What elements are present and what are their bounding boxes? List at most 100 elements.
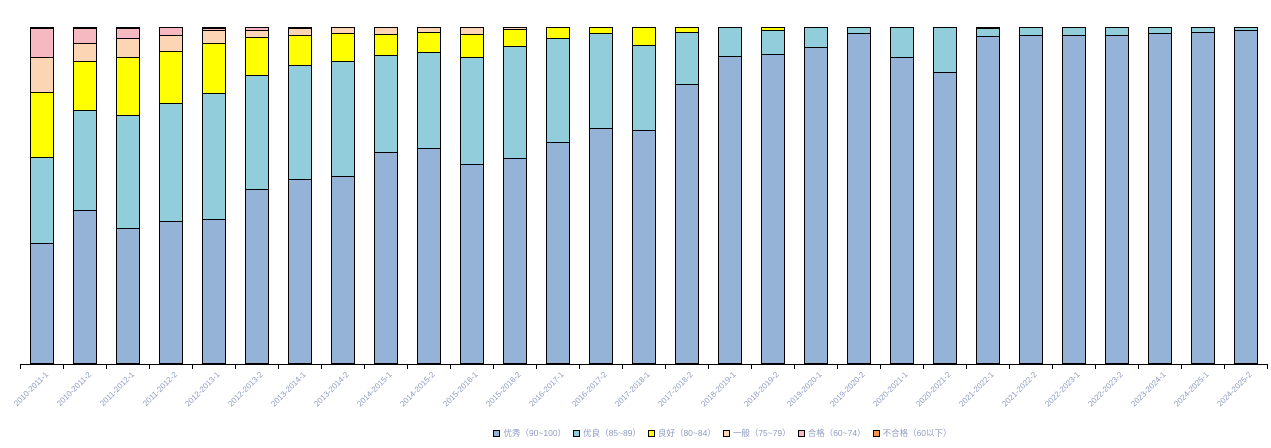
segment-优良（85~89） (245, 75, 268, 190)
x-axis-label: 2019-2020-2 (828, 370, 867, 409)
x-axis-label: 2021-2022-2 (1000, 370, 1039, 409)
x-tick (1052, 364, 1053, 369)
bar-2024-2025-1 (1190, 26, 1215, 364)
bar-2019-2020-2 (846, 26, 871, 364)
x-axis-label: 2010-2011-1 (11, 370, 50, 409)
segment-良好（80~84） (546, 27, 569, 40)
segment-良好（80~84） (116, 58, 139, 116)
bar-2013-2014-2 (330, 26, 355, 364)
segment-优良（85~89） (73, 111, 96, 212)
segment-优良（85~89） (761, 30, 784, 56)
segment-优良（85~89） (116, 115, 139, 230)
segment-优秀（90~100） (417, 148, 440, 363)
legend: 优秀（90~100） 优良（85~89） 良好（80~84） 一般（75~79） 合格（… (87, 427, 1271, 439)
bar-2014-2015-2 (416, 26, 441, 364)
segment-优秀（90~100） (589, 128, 612, 363)
bar-2015-2016-1 (459, 26, 484, 364)
segment-优秀（90~100） (460, 165, 483, 363)
segment-优秀（90~100） (632, 130, 655, 363)
x-axis-label: 2011-2012-2 (140, 370, 179, 409)
x-tick (837, 364, 838, 369)
legend-swatch-icon (797, 429, 805, 437)
x-tick (20, 364, 21, 369)
segment-良好（80~84） (159, 52, 182, 105)
bar-2022-2023-2 (1104, 26, 1129, 364)
segment-优良（85~89） (1019, 27, 1042, 36)
bar-2010-2011-1 (29, 26, 54, 364)
segment-一般（75~79） (159, 36, 182, 53)
legend-swatch-icon (872, 429, 880, 437)
segment-良好（80~84） (245, 37, 268, 76)
x-axis-label: 2010-2011-2 (54, 370, 93, 409)
x-axis-label: 2020-2021-2 (914, 370, 953, 409)
segment-优良（85~89） (632, 45, 655, 131)
x-tick (751, 364, 752, 369)
segment-优良（85~89） (202, 94, 225, 220)
x-tick (235, 364, 236, 369)
segment-不合格（60以下） (116, 27, 139, 29)
bar-2020-2021-2 (932, 26, 957, 364)
segment-一般（75~79） (116, 38, 139, 59)
x-axis-label: 2017-2018-1 (613, 370, 652, 409)
segment-优秀（90~100） (374, 152, 397, 363)
x-axis-line (20, 364, 1267, 365)
segment-一般（75~79） (374, 27, 397, 35)
segment-优秀（90~100） (245, 189, 268, 363)
bar-2018-2019-2 (760, 26, 785, 364)
bar-2021-2022-2 (1018, 26, 1043, 364)
x-axis-label: 2018-2019-2 (742, 370, 781, 409)
legend-item: 优良（85~89） (573, 427, 641, 439)
x-axis-label: 2013-2014-1 (269, 370, 308, 409)
x-tick (794, 364, 795, 369)
segment-优良（85~89） (890, 27, 913, 59)
x-axis-label: 2012-2013-1 (183, 370, 222, 409)
segment-良好（80~84） (374, 34, 397, 57)
segment-优秀（90~100） (933, 73, 956, 363)
bar-2015-2016-2 (502, 26, 527, 364)
segment-优良（85~89） (331, 62, 354, 178)
x-axis-label: 2015-2016-2 (484, 370, 523, 409)
segment-优秀（90~100） (976, 36, 999, 363)
segment-优秀（90~100） (675, 84, 698, 363)
x-tick (966, 364, 967, 369)
segment-优秀（90~100） (1148, 34, 1171, 363)
bar-2016-2017-1 (545, 26, 570, 364)
legend-item: 合格（60~74） (797, 427, 866, 439)
segment-良好（80~84） (202, 43, 225, 95)
segment-不合格（60以下） (202, 27, 225, 30)
legend-swatch-icon (647, 429, 655, 437)
segment-良好（80~84） (417, 32, 440, 53)
x-axis-label: 2017-2018-2 (656, 370, 695, 409)
x-tick (536, 364, 537, 369)
x-tick (192, 364, 193, 369)
x-axis-label: 2022-2023-2 (1086, 370, 1125, 409)
segment-优良（85~89） (1191, 27, 1214, 33)
bar-2013-2014-1 (287, 26, 312, 364)
x-tick (1224, 364, 1225, 369)
bar-2012-2013-2 (244, 26, 269, 364)
legend-item: 不合格（60以下） (872, 427, 952, 439)
segment-优良（85~89） (460, 57, 483, 166)
x-tick (1009, 364, 1010, 369)
legend-swatch-icon (722, 429, 730, 437)
segment-优良（85~89） (30, 158, 53, 244)
segment-合格（60~74） (116, 28, 139, 39)
segment-优良（85~89） (374, 56, 397, 153)
x-axis-label: 2024-2025-1 (1172, 370, 1211, 409)
segment-合格（60~74） (288, 27, 311, 29)
segment-优良（85~89） (288, 66, 311, 181)
bar-2020-2021-1 (889, 26, 914, 364)
segment-优良（85~89） (1234, 27, 1257, 31)
bar-2019-2020-1 (803, 26, 828, 364)
segment-良好（80~84） (632, 27, 655, 46)
x-axis-label: 2023-2024-1 (1129, 370, 1168, 409)
segment-良好（80~84） (460, 34, 483, 58)
segment-优良（85~89） (1062, 27, 1085, 36)
segment-一般（75~79） (245, 30, 268, 38)
bar-2014-2015-1 (373, 26, 398, 364)
segment-优良（85~89） (933, 27, 956, 74)
x-axis-label: 2013-2014-2 (312, 370, 351, 409)
segment-一般（75~79） (30, 57, 53, 93)
segment-良好（80~84） (288, 36, 311, 67)
x-tick (407, 364, 408, 369)
